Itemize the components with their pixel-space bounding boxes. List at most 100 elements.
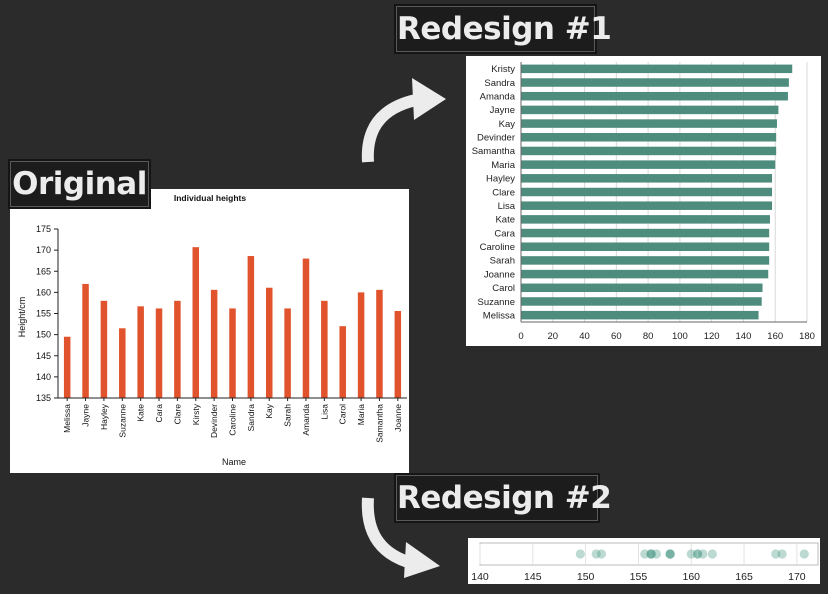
bar [357, 292, 365, 398]
bar [339, 326, 346, 398]
x-tick-label: Kirsty [191, 403, 201, 425]
bar [521, 310, 759, 320]
y-tick-label: 155 [36, 309, 51, 319]
bar [137, 306, 144, 398]
x-tick-label: 40 [579, 331, 590, 342]
y-tick-label: Melissa [483, 310, 516, 321]
bar [521, 201, 773, 210]
bar [82, 283, 89, 398]
data-point [591, 549, 601, 559]
x-tick-label: Devinder [209, 404, 219, 438]
bar [302, 258, 310, 398]
data-point [665, 549, 675, 559]
x-tick-label: 155 [630, 571, 648, 583]
x-tick-label: 150 [577, 571, 595, 583]
y-tick-label: 175 [36, 224, 51, 234]
bar [521, 91, 788, 101]
bar [521, 283, 763, 293]
x-tick-label: Samantha [374, 404, 384, 443]
bar [265, 287, 273, 398]
x-tick-label: Cara [154, 404, 164, 423]
x-tick-label: Maria [356, 404, 366, 426]
data-point [692, 549, 703, 559]
data-point [575, 549, 585, 559]
data-point [596, 549, 607, 559]
x-tick-label: Kay [264, 403, 274, 418]
x-tick-label: Hayley [99, 403, 109, 430]
bar [100, 300, 108, 398]
x-tick-label: 100 [672, 331, 688, 342]
data-point [640, 549, 650, 559]
y-tick-label: Jayne [490, 105, 515, 116]
x-tick-label: 20 [547, 331, 558, 342]
y-tick-label: Kay [499, 119, 516, 130]
x-tick-label: 140 [736, 331, 752, 342]
bar [521, 146, 777, 156]
data-point [665, 549, 675, 559]
x-tick-label: 60 [611, 331, 622, 342]
x-tick-label: 160 [682, 571, 700, 583]
x-tick-label: Jayne [81, 404, 91, 427]
original-label: Original [12, 166, 147, 202]
x-tick-label: 165 [735, 571, 753, 583]
bar [521, 215, 770, 224]
x-tick-label: Joanne [393, 404, 403, 432]
y-tick-label: Devinder [477, 133, 515, 144]
bar [521, 160, 776, 169]
x-tick-label: Caroline [228, 404, 238, 436]
x-tick-label: Lisa [319, 404, 329, 420]
bar [229, 308, 236, 398]
bar [192, 247, 200, 398]
data-point [777, 549, 787, 559]
bar [210, 289, 218, 398]
redesign2-label: Redesign #2 [397, 480, 612, 516]
curved-arrow-down-icon [361, 497, 440, 578]
bar [521, 242, 770, 251]
bar [119, 328, 126, 398]
original-label-box: Original [10, 161, 149, 207]
redesign1-label-box: Redesign #1 [396, 6, 612, 52]
redesign1-label: Redesign #1 [397, 11, 612, 47]
y-tick-label: Sandra [484, 78, 515, 89]
bar [521, 256, 770, 265]
data-point [799, 549, 809, 559]
bar [521, 133, 777, 142]
data-point [646, 549, 656, 559]
bar [155, 308, 163, 398]
y-tick-label: 170 [36, 245, 51, 255]
bar [521, 174, 773, 183]
data-point [665, 549, 675, 559]
bar [174, 300, 181, 398]
y-tick-label: Samantha [472, 146, 516, 157]
bar [521, 78, 789, 87]
bar [376, 289, 383, 398]
x-tick-label: Carol [338, 404, 348, 424]
data-point [771, 549, 781, 559]
original-chart-panel: Individual heights Height/cm Name 135 140… [10, 189, 409, 473]
y-tick-label: Suzanne [477, 297, 515, 308]
redesign1-chart-panel: 0 20 40 60 80 100 120 140 160 180 Kristy Sandra Aman… [466, 56, 821, 346]
y-tick-label: Cara [494, 228, 515, 239]
x-tick-label: Suzanne [117, 404, 127, 438]
y-axis-label: Height/cm [17, 297, 27, 338]
data-point [692, 549, 703, 559]
y-tick-label: Kate [495, 215, 515, 226]
bar [63, 336, 71, 398]
bar [521, 187, 773, 197]
x-tick-label: Amanda [301, 404, 311, 436]
y-tick-label: Kristy [491, 64, 515, 75]
x-tick-label: 120 [704, 331, 720, 342]
bar [521, 297, 762, 306]
x-tick-label: 145 [524, 571, 542, 583]
y-tick-label: 150 [36, 330, 51, 340]
bar [521, 64, 793, 74]
redesign2-label-box: Redesign #2 [396, 475, 612, 521]
y-tick-label: 145 [36, 351, 51, 361]
curved-arrow-up-icon [361, 78, 446, 163]
y-tick-label: Clare [492, 187, 515, 198]
bar [394, 310, 402, 398]
y-tick-label: 165 [36, 266, 51, 276]
bar [521, 228, 770, 238]
x-tick-label: Melissa [62, 404, 72, 433]
data-point [707, 549, 717, 559]
